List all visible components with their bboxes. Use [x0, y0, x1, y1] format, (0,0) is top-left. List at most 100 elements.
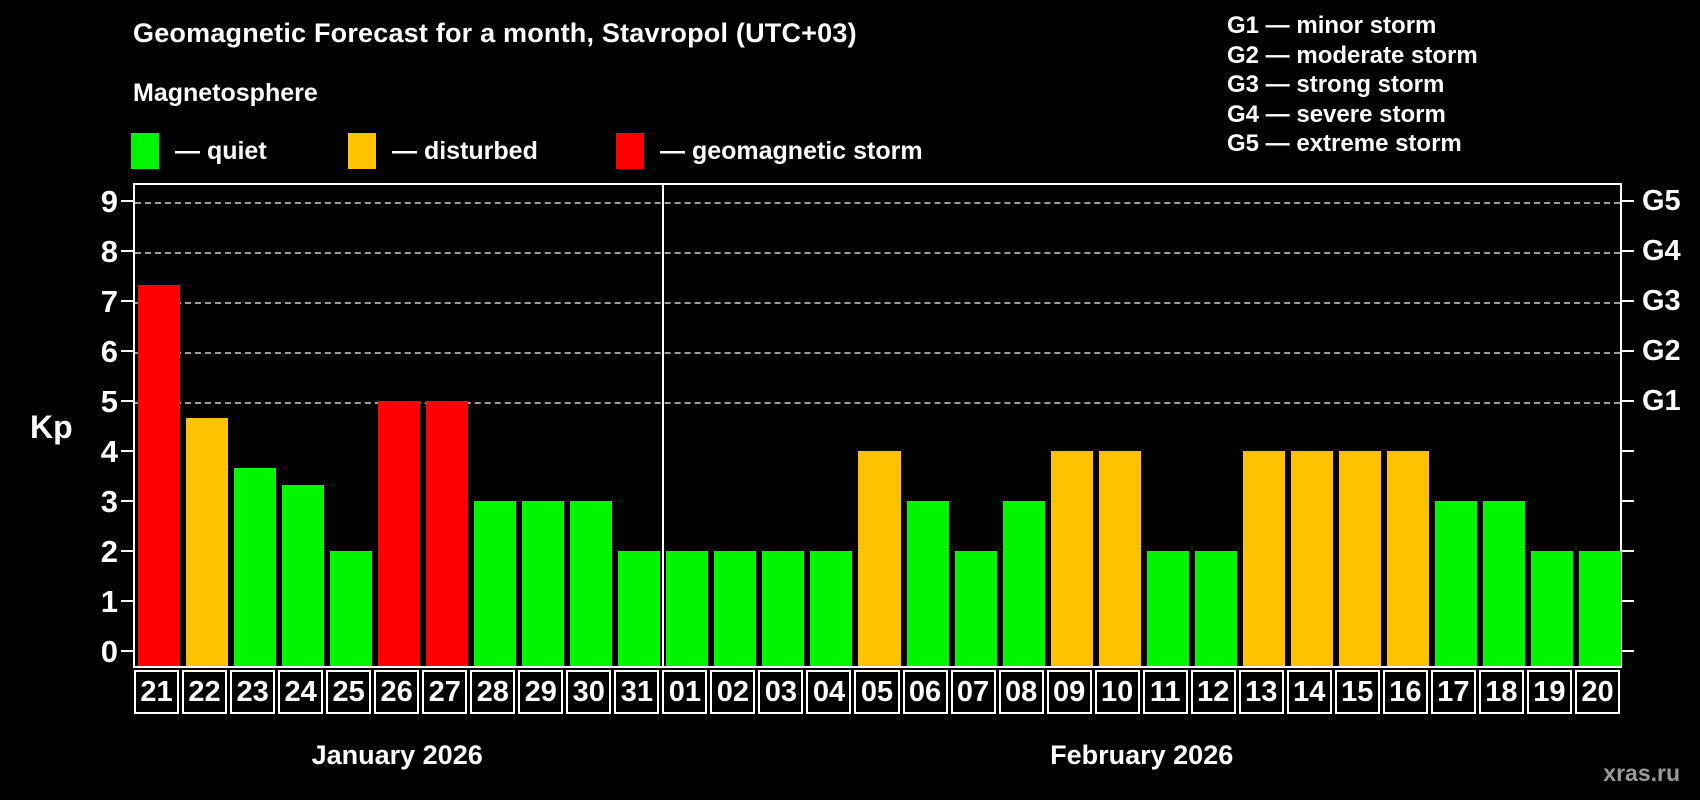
kp-bar-february-01	[666, 551, 709, 666]
y-axis-tick	[121, 350, 133, 352]
quiet-color-swatch	[131, 133, 159, 169]
y-axis-tick-label: 8	[100, 234, 118, 269]
kp-bar-february-03	[762, 551, 805, 666]
y-axis-tick-label: 6	[100, 334, 118, 369]
y-axis-tick	[121, 500, 133, 502]
kp-bar-february-11	[1146, 551, 1189, 666]
plot-area	[133, 183, 1622, 668]
right-axis-label-g1: G1	[1642, 385, 1681, 417]
chart-title: Geomagnetic Forecast for a month, Stavro…	[133, 18, 857, 48]
x-axis-day-label: 24	[278, 670, 324, 714]
y-axis-tick-label: 9	[100, 184, 118, 219]
right-axis-tick	[1622, 350, 1634, 352]
right-axis-tick	[1622, 600, 1634, 602]
x-axis-day-label: 12	[1190, 670, 1236, 714]
y-axis-tick	[121, 550, 133, 552]
x-axis-day-label: 05	[854, 670, 900, 714]
right-axis-tick	[1622, 550, 1634, 552]
y-axis-tick-label: 3	[100, 484, 118, 519]
x-axis-day-label: 09	[1046, 670, 1092, 714]
x-axis-day-label: 20	[1574, 670, 1620, 714]
kp-bar-february-04	[810, 551, 853, 666]
y-axis-tick-label: 5	[100, 384, 118, 419]
legend-item-quiet: — quiet	[131, 132, 267, 170]
x-axis-day-label: 11	[1142, 670, 1188, 714]
kp-bar-january-28	[474, 501, 517, 666]
x-axis-day-label: 08	[998, 670, 1044, 714]
y-axis-tick	[121, 400, 133, 402]
x-axis-day-label: 03	[758, 670, 804, 714]
kp-bar-january-26	[378, 401, 421, 666]
storm-color-swatch	[616, 133, 644, 169]
legend-label-storm: — geomagnetic storm	[660, 136, 923, 165]
g-scale-legend-line: G5 — extreme storm	[1227, 130, 1462, 157]
magnetosphere-legend-heading: Magnetosphere	[133, 79, 318, 107]
kp-bar-february-15	[1338, 451, 1381, 666]
x-axis-day-label: 31	[614, 670, 660, 714]
y-axis-tick	[121, 450, 133, 452]
x-axis-day-label: 02	[710, 670, 756, 714]
legend-item-storm: — geomagnetic storm	[616, 132, 923, 170]
x-axis-day-label: 28	[470, 670, 516, 714]
right-axis-tick	[1622, 400, 1634, 402]
x-axis-day-label: 06	[902, 670, 948, 714]
kp-bar-february-13	[1242, 451, 1285, 666]
kp-bar-february-07	[954, 551, 997, 666]
x-axis-day-label: 30	[566, 670, 612, 714]
kp-bar-january-30	[570, 501, 613, 666]
disturbed-color-swatch	[348, 133, 376, 169]
kp-bar-february-09	[1050, 451, 1093, 666]
y-axis-tick	[121, 600, 133, 602]
kp-bar-february-05	[858, 451, 901, 666]
kp-bar-february-16	[1386, 451, 1429, 666]
watermark: xras.ru	[1603, 760, 1680, 786]
kp-bar-february-10	[1098, 451, 1141, 666]
x-axis-day-label: 15	[1334, 670, 1380, 714]
kp-bar-february-18	[1482, 501, 1525, 666]
kp-bar-january-23	[234, 467, 277, 666]
right-axis-tick	[1622, 300, 1634, 302]
gridline-kp-5	[135, 402, 1620, 404]
g-scale-legend: G1 — minor storm G2 — moderate storm G3 …	[1227, 11, 1478, 159]
legend-item-disturbed: — disturbed	[348, 132, 538, 170]
right-axis-tick	[1622, 500, 1634, 502]
x-axis-day-label: 23	[230, 670, 276, 714]
right-axis-tick	[1622, 200, 1634, 202]
kp-bar-january-25	[330, 551, 373, 666]
x-axis-day-label: 10	[1094, 670, 1140, 714]
x-axis-day-label: 07	[950, 670, 996, 714]
legend-label-quiet: — quiet	[175, 136, 267, 165]
kp-bar-january-29	[522, 501, 565, 666]
x-axis-day-label: 13	[1238, 670, 1284, 714]
g-scale-legend-line: G2 — moderate storm	[1227, 41, 1478, 69]
y-axis-title: Kp	[30, 409, 73, 445]
right-axis-label-g2: G2	[1642, 335, 1681, 367]
x-axis-day-label: 25	[326, 670, 372, 714]
x-axis-day-label: 29	[518, 670, 564, 714]
x-axis-day-label: 18	[1478, 670, 1524, 714]
y-axis-tick-label: 4	[100, 434, 118, 469]
right-axis-tick	[1622, 650, 1634, 652]
kp-bar-january-24	[282, 484, 325, 666]
y-axis-tick	[121, 650, 133, 652]
x-axis-day-label: 26	[374, 670, 420, 714]
g-scale-legend-line: G4 — severe storm	[1227, 100, 1446, 128]
y-axis-tick-label: 7	[100, 284, 118, 319]
x-axis-day-label: 14	[1286, 670, 1332, 714]
y-axis-tick	[121, 250, 133, 252]
y-axis-tick	[121, 200, 133, 202]
kp-bar-february-14	[1290, 451, 1333, 666]
x-axis-day-label: 16	[1382, 670, 1428, 714]
kp-bar-february-08	[1002, 501, 1045, 666]
gridline-kp-9	[135, 202, 1620, 204]
kp-bar-february-02	[714, 551, 757, 666]
x-axis-day-label: 04	[806, 670, 852, 714]
y-axis-tick-label: 1	[100, 584, 118, 619]
month-caption: January 2026	[311, 740, 483, 770]
kp-bar-february-06	[906, 501, 949, 666]
month-divider-line	[662, 185, 665, 666]
x-axis-day-label: 17	[1430, 670, 1476, 714]
right-axis-tick	[1622, 250, 1634, 252]
legend-label-disturbed: — disturbed	[392, 136, 538, 165]
